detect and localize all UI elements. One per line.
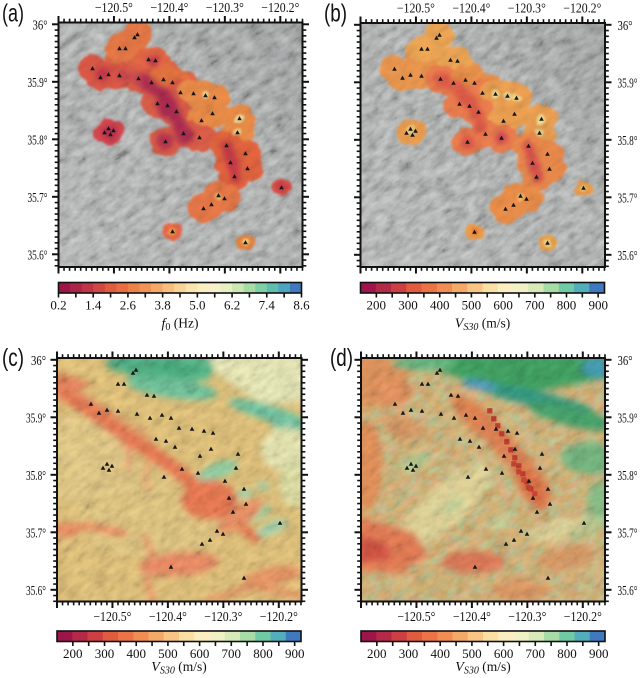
svg-text:500: 500 xyxy=(462,646,482,661)
svg-text:VS30 (m/s): VS30 (m/s) xyxy=(151,659,206,677)
svg-text:300: 300 xyxy=(95,646,115,661)
svg-text:−120.2°: −120.2° xyxy=(564,609,602,624)
svg-text:35.6°: 35.6° xyxy=(618,583,638,598)
svg-text:7.4: 7.4 xyxy=(259,298,276,313)
svg-text:−120.4°: −120.4° xyxy=(453,609,491,624)
svg-text:35.9°: 35.9° xyxy=(618,410,638,425)
svg-text:700: 700 xyxy=(525,298,545,313)
svg-text:700: 700 xyxy=(222,646,242,661)
svg-text:−120.4°: −120.4° xyxy=(150,0,188,15)
svg-text:900: 900 xyxy=(588,298,608,313)
svg-text:35.6°: 35.6° xyxy=(618,248,638,263)
svg-text:800: 800 xyxy=(557,298,577,313)
svg-text:800: 800 xyxy=(557,646,577,661)
svg-text:300: 300 xyxy=(399,646,419,661)
svg-text:−120.5°: −120.5° xyxy=(95,0,133,15)
svg-text:−120.5°: −120.5° xyxy=(93,609,131,624)
svg-text:VS30 (m/s): VS30 (m/s) xyxy=(455,659,510,677)
svg-text:−120.5°: −120.5° xyxy=(397,609,435,624)
svg-text:−120.4°: −120.4° xyxy=(149,609,187,624)
svg-text:200: 200 xyxy=(367,646,387,661)
svg-text:35.8°: 35.8° xyxy=(618,468,638,483)
svg-text:0.2: 0.2 xyxy=(50,298,66,313)
svg-text:35.6°: 35.6° xyxy=(26,583,46,598)
svg-text:600: 600 xyxy=(190,646,210,661)
svg-text:35.7°: 35.7° xyxy=(618,190,638,205)
svg-text:−120.3°: −120.3° xyxy=(508,1,546,16)
svg-text:600: 600 xyxy=(494,646,514,661)
svg-text:35.9°: 35.9° xyxy=(28,75,48,90)
svg-text:36°: 36° xyxy=(31,353,46,368)
svg-text:200: 200 xyxy=(63,646,83,661)
svg-text:700: 700 xyxy=(526,646,546,661)
svg-text:(a): (a) xyxy=(2,0,24,28)
svg-text:800: 800 xyxy=(253,646,273,661)
svg-text:6.2: 6.2 xyxy=(224,298,240,313)
svg-text:35.7°: 35.7° xyxy=(618,525,638,540)
svg-text:−120.2°: −120.2° xyxy=(563,1,601,16)
svg-text:35.8°: 35.8° xyxy=(28,132,48,147)
svg-text:36°: 36° xyxy=(618,353,633,368)
svg-text:35.8°: 35.8° xyxy=(26,468,46,483)
svg-text:(d): (d) xyxy=(330,344,353,372)
svg-text:35.7°: 35.7° xyxy=(28,190,48,205)
svg-text:−120.5°: −120.5° xyxy=(397,1,435,16)
svg-text:400: 400 xyxy=(430,646,450,661)
svg-text:−120.3°: −120.3° xyxy=(508,609,546,624)
svg-text:−120.3°: −120.3° xyxy=(204,609,242,624)
svg-text:36°: 36° xyxy=(33,17,48,32)
svg-text:8.6: 8.6 xyxy=(293,298,310,313)
svg-text:(c): (c) xyxy=(2,344,24,372)
svg-text:900: 900 xyxy=(285,646,305,661)
svg-text:f0 (Hz): f0 (Hz) xyxy=(162,316,199,334)
svg-text:35.6°: 35.6° xyxy=(28,247,48,262)
svg-text:−120.4°: −120.4° xyxy=(452,1,490,16)
svg-text:5.0: 5.0 xyxy=(189,298,205,313)
svg-text:200: 200 xyxy=(367,298,387,313)
svg-text:36°: 36° xyxy=(618,18,633,33)
svg-text:35.8°: 35.8° xyxy=(618,133,638,148)
svg-text:−120.2°: −120.2° xyxy=(261,0,299,15)
svg-text:900: 900 xyxy=(589,646,609,661)
svg-text:2.6: 2.6 xyxy=(120,298,137,313)
svg-text:3.8: 3.8 xyxy=(154,298,170,313)
svg-text:1.4: 1.4 xyxy=(85,298,102,313)
svg-text:(b): (b) xyxy=(324,0,347,28)
svg-text:500: 500 xyxy=(158,646,178,661)
svg-text:−120.2°: −120.2° xyxy=(260,609,298,624)
svg-text:−120.3°: −120.3° xyxy=(206,0,244,15)
svg-text:300: 300 xyxy=(398,298,418,313)
svg-text:VS30 (m/s): VS30 (m/s) xyxy=(455,316,510,334)
svg-text:35.7°: 35.7° xyxy=(26,525,46,540)
svg-text:400: 400 xyxy=(430,298,450,313)
svg-text:500: 500 xyxy=(462,298,482,313)
svg-text:400: 400 xyxy=(126,646,146,661)
svg-text:35.9°: 35.9° xyxy=(26,410,46,425)
svg-text:35.9°: 35.9° xyxy=(618,75,638,90)
svg-text:600: 600 xyxy=(493,298,513,313)
